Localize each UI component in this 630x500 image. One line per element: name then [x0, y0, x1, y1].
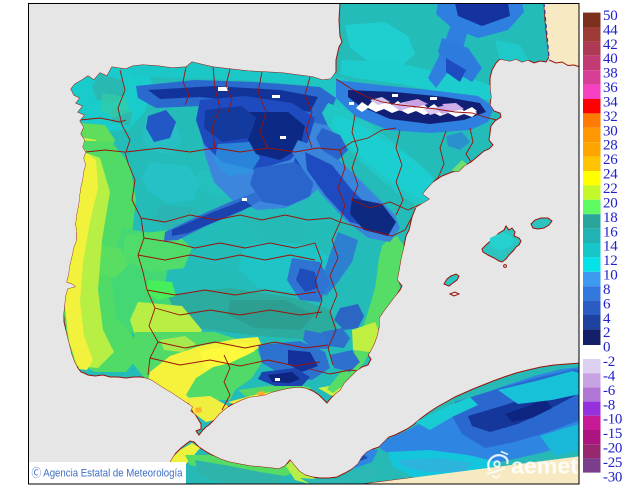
svg-text:-15: -15 — [603, 426, 622, 442]
svg-text:42: 42 — [603, 37, 617, 53]
svg-text:20: 20 — [603, 195, 617, 211]
svg-text:2: 2 — [603, 325, 610, 341]
svg-text:38: 38 — [603, 66, 617, 82]
svg-text:14: 14 — [603, 239, 618, 255]
svg-text:-2: -2 — [603, 354, 615, 370]
svg-text:26: 26 — [603, 152, 618, 168]
svg-text:-20: -20 — [603, 441, 622, 457]
svg-text:12: 12 — [603, 253, 617, 269]
svg-text:18: 18 — [603, 210, 617, 226]
svg-text:4: 4 — [603, 311, 611, 327]
svg-text:24: 24 — [603, 167, 618, 183]
svg-text:30: 30 — [603, 123, 617, 139]
svg-text:6: 6 — [603, 296, 611, 312]
svg-text:16: 16 — [603, 224, 618, 240]
svg-text:50: 50 — [603, 8, 617, 24]
svg-text:28: 28 — [603, 138, 617, 154]
svg-text:44: 44 — [603, 22, 618, 38]
svg-text:aemet: aemet — [511, 454, 579, 479]
svg-text:8: 8 — [603, 282, 610, 298]
svg-text:-6: -6 — [603, 383, 616, 399]
svg-text:32: 32 — [603, 109, 617, 125]
svg-text:40: 40 — [603, 51, 617, 67]
svg-text:10: 10 — [603, 268, 617, 284]
svg-text:-4: -4 — [603, 369, 616, 385]
svg-text:34: 34 — [603, 95, 618, 111]
svg-text:-30: -30 — [603, 469, 622, 485]
svg-text:-8: -8 — [603, 397, 615, 413]
svg-text:Ⓒ Agencia Estatal de Meteorolo: Ⓒ Agencia Estatal de Meteorología — [32, 467, 184, 480]
svg-text:0: 0 — [603, 340, 610, 356]
svg-text:-10: -10 — [603, 412, 622, 428]
svg-text:36: 36 — [603, 80, 618, 96]
svg-text:22: 22 — [603, 181, 617, 197]
svg-text:-25: -25 — [603, 455, 622, 471]
